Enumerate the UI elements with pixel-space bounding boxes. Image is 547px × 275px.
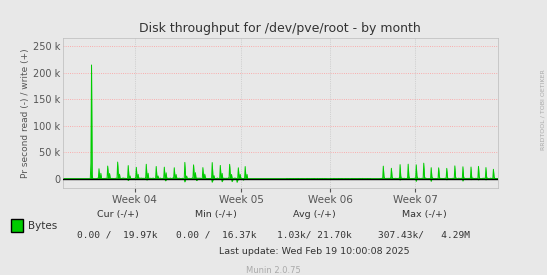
Text: 307.43k/   4.29M: 307.43k/ 4.29M (378, 231, 470, 240)
Text: 0.00 /  16.37k: 0.00 / 16.37k (176, 231, 257, 240)
Text: Bytes: Bytes (28, 221, 57, 231)
Text: RRDTOOL / TOBI OETIKER: RRDTOOL / TOBI OETIKER (541, 70, 546, 150)
Text: Munin 2.0.75: Munin 2.0.75 (246, 266, 301, 274)
Text: Avg (-/+): Avg (-/+) (293, 210, 336, 219)
Text: Max (-/+): Max (-/+) (401, 210, 446, 219)
Text: Min (-/+): Min (-/+) (195, 210, 237, 219)
Y-axis label: Pr second read (-) / write (+): Pr second read (-) / write (+) (21, 49, 30, 178)
Title: Disk throughput for /dev/pve/root - by month: Disk throughput for /dev/pve/root - by m… (139, 21, 421, 35)
Text: 0.00 /  19.97k: 0.00 / 19.97k (77, 231, 158, 240)
Text: 1.03k/ 21.70k: 1.03k/ 21.70k (277, 231, 352, 240)
Text: Cur (-/+): Cur (-/+) (97, 210, 138, 219)
Text: Last update: Wed Feb 19 10:00:08 2025: Last update: Wed Feb 19 10:00:08 2025 (219, 247, 410, 256)
